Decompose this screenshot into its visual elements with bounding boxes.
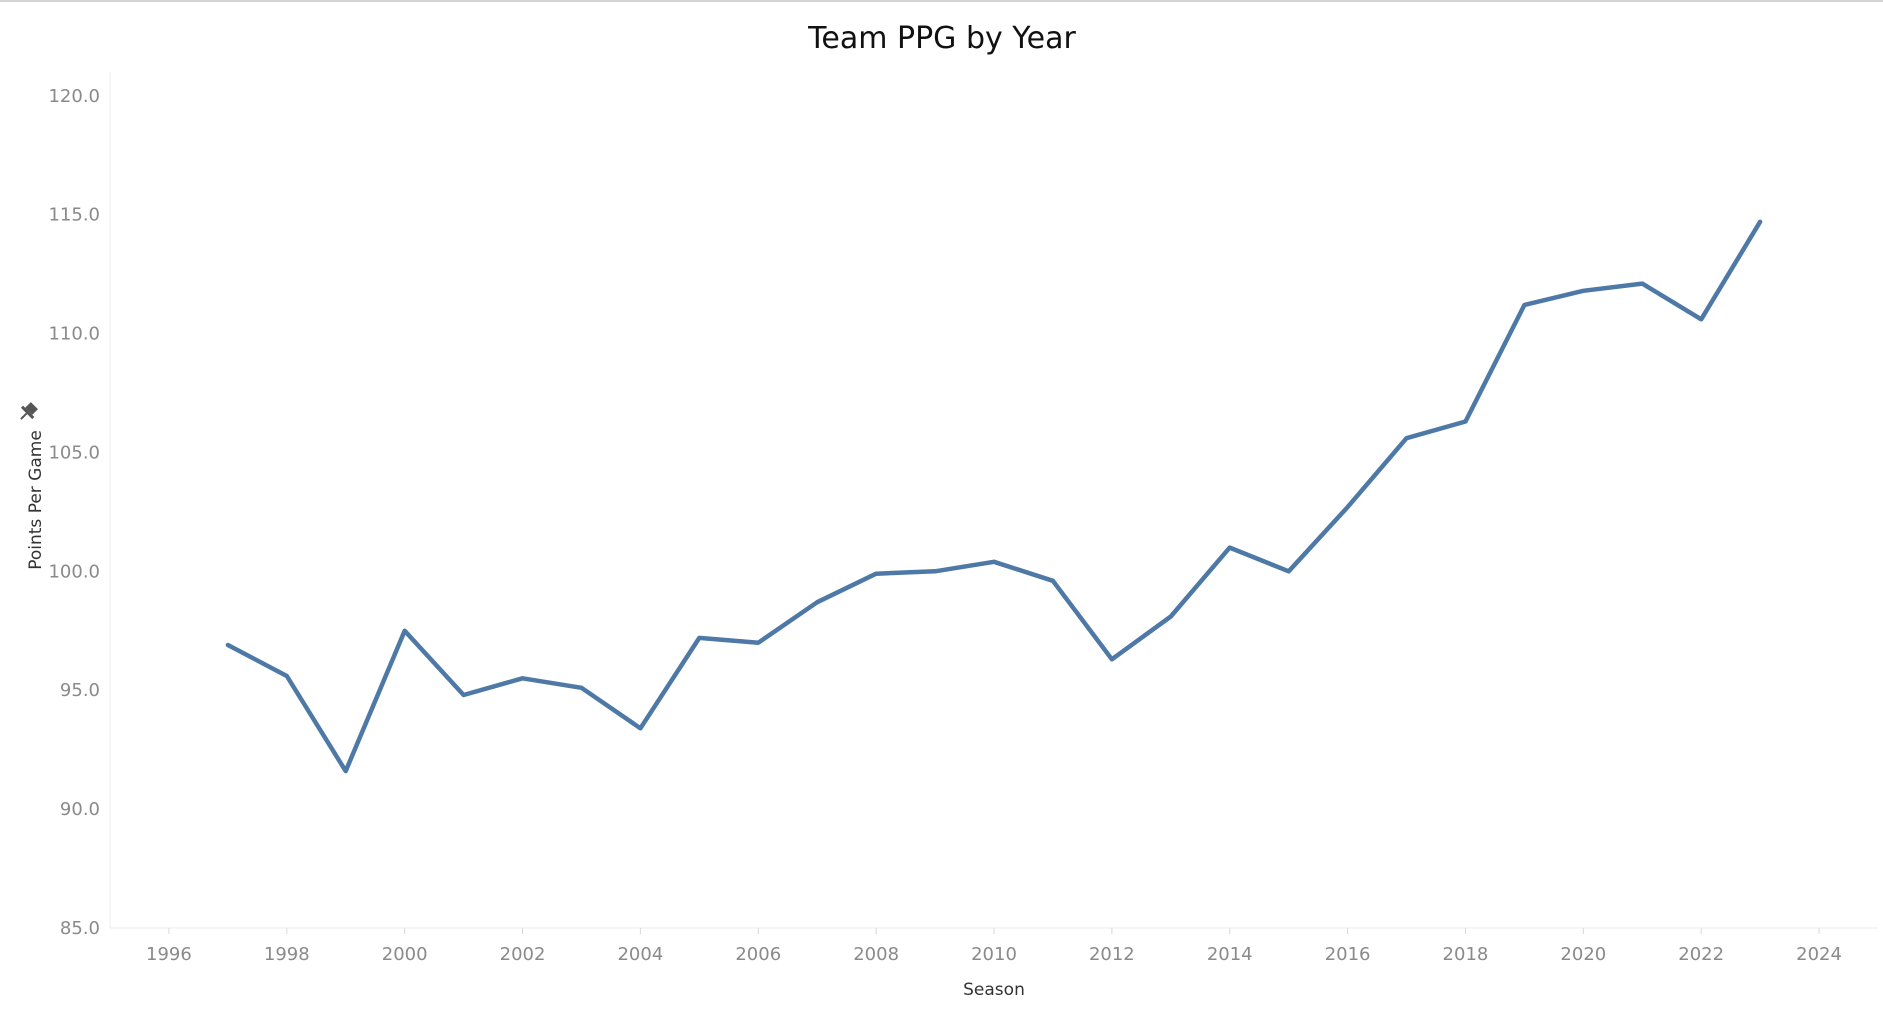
- y-tick-labels: 85.0 90.0 95.0 100.0 105.0 110.0 115.0 120.0: [48, 86, 100, 939]
- data-point[interactable]: [1342, 501, 1354, 513]
- pin-icon[interactable]: [15, 400, 40, 425]
- y-axis-title: Points Per Game: [26, 430, 46, 570]
- data-point[interactable]: [1224, 542, 1236, 554]
- x-axis: 1996 1998 2000 2002 2004 2006 2008 2010 2012 2014…: [110, 927, 1878, 965]
- x-tick-label: 1996: [146, 944, 192, 965]
- data-point[interactable]: [1401, 432, 1413, 444]
- data-point[interactable]: [340, 765, 352, 777]
- x-tick-labels: 1996 1998 2000 2002 2004 2006 2008 2010 2012 2014…: [146, 928, 1842, 965]
- data-point[interactable]: [1695, 313, 1707, 325]
- x-tick-label: 2022: [1678, 944, 1724, 965]
- x-tick-label: 2010: [971, 944, 1017, 965]
- series-line[interactable]: [225, 219, 1763, 774]
- window-top-border: [0, 0, 1883, 2]
- x-tick-label: 2016: [1325, 944, 1371, 965]
- data-point[interactable]: [693, 632, 705, 644]
- y-tick-label: 95.0: [60, 680, 100, 701]
- y-tick-label: 85.0: [60, 918, 100, 939]
- y-tick-label: 105.0: [48, 442, 100, 463]
- data-point[interactable]: [929, 565, 941, 577]
- y-axis: 85.0 90.0 95.0 100.0 105.0 110.0 115.0 120.0: [48, 72, 111, 939]
- data-point[interactable]: [1754, 216, 1766, 228]
- data-point[interactable]: [1165, 611, 1177, 623]
- data-point[interactable]: [575, 682, 587, 694]
- chart-title: Team PPG by Year: [807, 21, 1076, 56]
- x-tick-label: 2014: [1207, 944, 1253, 965]
- data-point[interactable]: [811, 596, 823, 608]
- y-tick-label: 110.0: [48, 324, 100, 345]
- data-point[interactable]: [1577, 285, 1589, 297]
- y-axis-title-group: Points Per Game: [26, 430, 46, 570]
- data-point[interactable]: [752, 637, 764, 649]
- data-point[interactable]: [517, 672, 529, 684]
- data-point[interactable]: [870, 568, 882, 580]
- x-tick-label: 2004: [617, 944, 663, 965]
- x-tick-label: 2000: [382, 944, 428, 965]
- data-point[interactable]: [1283, 565, 1295, 577]
- data-point[interactable]: [399, 625, 411, 637]
- x-tick-label: 2024: [1796, 944, 1842, 965]
- data-point[interactable]: [1047, 575, 1059, 587]
- x-tick-label: 2002: [500, 944, 546, 965]
- data-point[interactable]: [988, 556, 1000, 568]
- data-point[interactable]: [222, 639, 234, 651]
- x-tick-label: 2008: [853, 944, 899, 965]
- data-point[interactable]: [1518, 299, 1530, 311]
- data-point[interactable]: [634, 722, 646, 734]
- y-tick-label: 100.0: [48, 561, 100, 582]
- x-tick-label: 1998: [264, 944, 310, 965]
- data-point[interactable]: [458, 689, 470, 701]
- x-tick-label: 2006: [735, 944, 781, 965]
- x-axis-title: Season: [963, 980, 1025, 1000]
- series-layer: [222, 216, 1766, 777]
- data-point[interactable]: [1459, 416, 1471, 428]
- x-tick-label: 2020: [1560, 944, 1606, 965]
- data-point[interactable]: [281, 670, 293, 682]
- y-tick-label: 120.0: [48, 86, 100, 107]
- x-tick-label: 2018: [1443, 944, 1489, 965]
- x-tick-label: 2012: [1089, 944, 1135, 965]
- data-point[interactable]: [1106, 653, 1118, 665]
- y-tick-label: 90.0: [60, 799, 100, 820]
- data-point[interactable]: [1636, 278, 1648, 290]
- y-tick-label: 115.0: [48, 205, 100, 226]
